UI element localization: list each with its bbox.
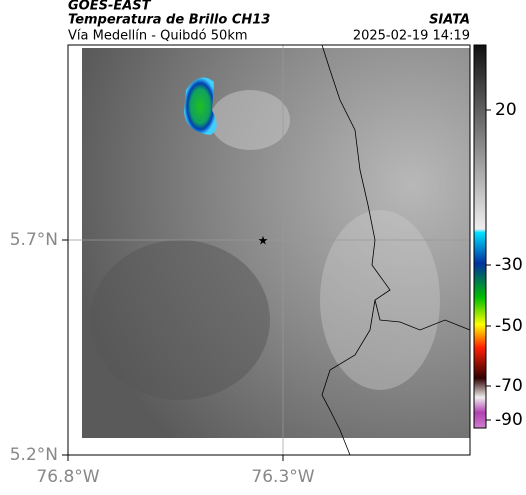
axis-ticks: 5.7°N 5.2°N76.8°W 76.3°W 20 -30 -50 -70 -90 bbox=[10, 100, 523, 487]
border bbox=[321, 44, 471, 456]
source: GOES-EAST bbox=[68, 0, 152, 14]
frame bbox=[67, 44, 471, 456]
map: ★ bbox=[67, 44, 471, 456]
lon-tick-label: 76.3°W bbox=[251, 467, 314, 487]
light-patch bbox=[320, 210, 440, 390]
agency: SIATA bbox=[429, 13, 470, 28]
lon-tick-label: 76.8°W bbox=[36, 467, 99, 487]
cold-cloud bbox=[184, 77, 217, 135]
colorbar-tick-label: 20 bbox=[495, 100, 517, 120]
colorbar-tick-label: -50 bbox=[495, 316, 523, 336]
timestamp: 2025-02-19 14:19 bbox=[353, 29, 470, 44]
dark-patch bbox=[90, 240, 270, 400]
colorbar-tick-label: -30 bbox=[495, 255, 523, 275]
subtitle: Vía Medellín - Quibdó 50km bbox=[68, 29, 248, 44]
header: GOES-EAST Temperatura de Brillo CH13 Vía… bbox=[68, 0, 470, 44]
lat-tick-label: 5.7°N bbox=[10, 230, 58, 250]
title: Temperatura de Brillo CH13 bbox=[68, 13, 270, 28]
light-patch bbox=[210, 90, 290, 150]
colorbar bbox=[473, 44, 487, 429]
city-marker: ★ bbox=[258, 234, 269, 248]
colorbar-tick-label: -70 bbox=[495, 376, 523, 396]
lat-tick-label: 5.2°N bbox=[10, 445, 58, 465]
colorbar-tick-label: -90 bbox=[495, 410, 523, 430]
